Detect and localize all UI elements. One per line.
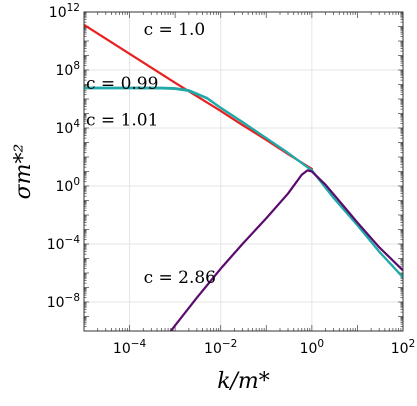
plot-frame: [83, 11, 404, 332]
annotation-label: c = 0.99: [86, 74, 158, 94]
series-line-1: [84, 23, 313, 171]
y-tick-label: 108: [55, 60, 80, 79]
annotation-label: c = 1.0: [144, 20, 206, 40]
frame-layer: [83, 11, 404, 332]
x-tick-label: 10−2: [204, 338, 237, 357]
label-layer: 10−4 10−2 100 102 10−8 10−4 100 104 108 1012 k/m* σ…: [11, 2, 415, 394]
series-line-3: [84, 87, 403, 279]
x-tick-label: 10−4: [113, 338, 147, 357]
y-tick-label: 104: [55, 118, 80, 137]
tick-layer: [83, 11, 403, 332]
series-layer: [84, 23, 403, 331]
x-axis-label: k/m*: [217, 369, 270, 394]
y-axis-label: σm*²: [11, 144, 36, 200]
y-tick-label: 100: [55, 176, 80, 195]
x-tick-label: 100: [300, 338, 325, 357]
x-tick-label: 102: [391, 338, 416, 357]
annotation-layer: c = 1.0 c = 0.99 c = 1.01 c = 2.86: [86, 20, 216, 288]
y-tick-label: 1012: [49, 2, 80, 21]
y-tick-label: 10−4: [47, 234, 81, 253]
series-line-4: [169, 169, 403, 331]
y-tick-label: 10−8: [47, 292, 80, 311]
grid-layer: [84, 11, 404, 331]
annotation-label: c = 2.86: [144, 268, 216, 288]
annotation-label: c = 1.01: [86, 110, 158, 130]
